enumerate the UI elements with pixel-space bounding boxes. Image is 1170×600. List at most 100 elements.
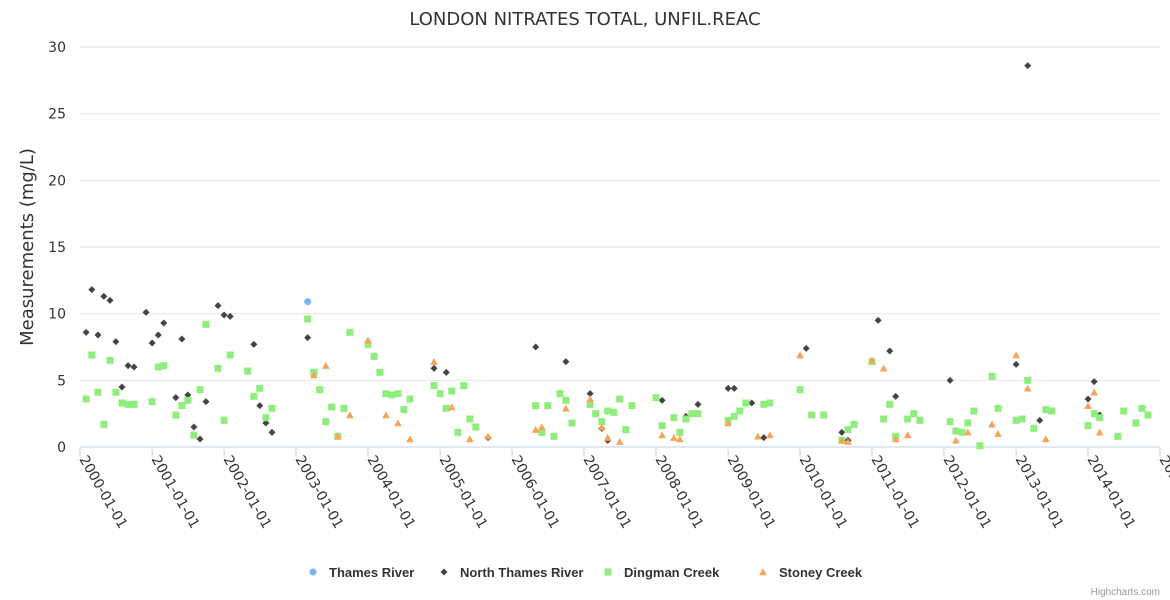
point-dingman-creek[interactable] xyxy=(118,399,126,407)
point-stoney-creek[interactable] xyxy=(586,395,594,403)
point-north-thames-river[interactable] xyxy=(658,396,666,404)
point-dingman-creek[interactable] xyxy=(880,415,888,423)
point-dingman-creek[interactable] xyxy=(100,420,108,428)
point-north-thames-river[interactable] xyxy=(1036,416,1044,424)
point-stoney-creek[interactable] xyxy=(676,435,684,443)
point-dingman-creek[interactable] xyxy=(730,412,738,420)
point-stoney-creek[interactable] xyxy=(334,432,342,440)
point-dingman-creek[interactable] xyxy=(1138,404,1146,412)
point-dingman-creek[interactable] xyxy=(652,394,660,402)
point-dingman-creek[interactable] xyxy=(946,418,954,426)
point-dingman-creek[interactable] xyxy=(556,390,564,398)
point-stoney-creek[interactable] xyxy=(538,423,546,431)
point-dingman-creek[interactable] xyxy=(88,351,96,359)
point-dingman-creek[interactable] xyxy=(94,388,102,396)
point-dingman-creek[interactable] xyxy=(406,395,414,403)
point-stoney-creek[interactable] xyxy=(484,432,492,440)
point-stoney-creek[interactable] xyxy=(1042,435,1050,443)
point-dingman-creek[interactable] xyxy=(268,404,276,412)
point-stoney-creek[interactable] xyxy=(382,411,390,419)
point-stoney-creek[interactable] xyxy=(754,432,762,440)
point-stoney-creek[interactable] xyxy=(1084,401,1092,409)
point-dingman-creek[interactable] xyxy=(262,414,270,422)
point-stoney-creek[interactable] xyxy=(597,423,606,431)
point-stoney-creek[interactable] xyxy=(309,371,318,379)
point-dingman-creek[interactable] xyxy=(658,422,666,430)
point-dingman-creek[interactable] xyxy=(394,390,402,398)
point-north-thames-river[interactable] xyxy=(802,344,810,352)
point-north-thames-river[interactable] xyxy=(184,391,192,399)
point-stoney-creek[interactable] xyxy=(1023,384,1032,392)
point-stoney-creek[interactable] xyxy=(406,435,414,443)
point-dingman-creek[interactable] xyxy=(550,432,558,440)
point-dingman-creek[interactable] xyxy=(448,387,456,395)
point-north-thames-river[interactable] xyxy=(256,402,264,410)
point-dingman-creek[interactable] xyxy=(304,315,312,323)
point-north-thames-river[interactable] xyxy=(148,339,156,347)
point-dingman-creek[interactable] xyxy=(850,420,858,428)
point-stoney-creek[interactable] xyxy=(994,429,1002,437)
point-stoney-creek[interactable] xyxy=(447,403,456,411)
point-dingman-creek[interactable] xyxy=(682,415,690,423)
point-dingman-creek[interactable] xyxy=(1114,432,1122,440)
point-stoney-creek[interactable] xyxy=(658,431,666,439)
point-stoney-creek[interactable] xyxy=(951,436,960,444)
legend-item-north-thames-river[interactable]: North Thames River xyxy=(440,565,584,580)
point-dingman-creek[interactable] xyxy=(670,414,678,422)
point-dingman-creek[interactable] xyxy=(886,400,894,408)
point-dingman-creek[interactable] xyxy=(988,372,996,380)
point-north-thames-river[interactable] xyxy=(214,302,222,310)
point-dingman-creek[interactable] xyxy=(1018,415,1026,423)
point-dingman-creek[interactable] xyxy=(742,399,750,407)
point-dingman-creek[interactable] xyxy=(952,427,960,435)
point-stoney-creek[interactable] xyxy=(322,361,330,369)
point-dingman-creek[interactable] xyxy=(1024,376,1032,384)
point-dingman-creek[interactable] xyxy=(244,367,252,375)
point-dingman-creek[interactable] xyxy=(436,390,444,398)
point-dingman-creek[interactable] xyxy=(994,404,1002,412)
point-dingman-creek[interactable] xyxy=(622,426,630,434)
point-dingman-creek[interactable] xyxy=(388,391,396,399)
point-stoney-creek[interactable] xyxy=(562,404,570,412)
point-dingman-creek[interactable] xyxy=(340,404,348,412)
point-north-thames-river[interactable] xyxy=(154,331,162,339)
point-dingman-creek[interactable] xyxy=(676,428,684,436)
point-dingman-creek[interactable] xyxy=(364,340,372,348)
point-north-thames-river[interactable] xyxy=(130,363,138,371)
point-north-thames-river[interactable] xyxy=(112,338,120,346)
point-stoney-creek[interactable] xyxy=(724,419,732,427)
point-dingman-creek[interactable] xyxy=(1042,406,1050,414)
point-dingman-creek[interactable] xyxy=(562,396,570,404)
point-dingman-creek[interactable] xyxy=(370,352,378,360)
point-north-thames-river[interactable] xyxy=(1090,378,1098,386)
point-dingman-creek[interactable] xyxy=(466,415,474,423)
point-north-thames-river[interactable] xyxy=(118,383,126,391)
point-stoney-creek[interactable] xyxy=(1012,351,1020,359)
point-dingman-creek[interactable] xyxy=(82,395,90,403)
point-dingman-creek[interactable] xyxy=(1096,414,1104,422)
point-north-thames-river[interactable] xyxy=(1012,360,1020,368)
point-stoney-creek[interactable] xyxy=(988,420,996,428)
point-north-thames-river[interactable] xyxy=(106,296,114,304)
point-north-thames-river[interactable] xyxy=(262,419,270,427)
point-stoney-creek[interactable] xyxy=(394,419,402,427)
point-dingman-creek[interactable] xyxy=(844,426,852,434)
point-north-thames-river[interactable] xyxy=(196,435,204,443)
point-stoney-creek[interactable] xyxy=(670,433,678,441)
point-north-thames-river[interactable] xyxy=(100,292,108,300)
point-stoney-creek[interactable] xyxy=(891,435,900,443)
point-dingman-creek[interactable] xyxy=(250,392,258,400)
point-north-thames-river[interactable] xyxy=(730,384,738,392)
point-north-thames-river[interactable] xyxy=(190,423,198,431)
point-north-thames-river[interactable] xyxy=(430,364,438,372)
point-dingman-creek[interactable] xyxy=(1144,411,1152,419)
point-dingman-creek[interactable] xyxy=(616,395,624,403)
point-north-thames-river[interactable] xyxy=(124,362,132,370)
point-dingman-creek[interactable] xyxy=(148,398,156,406)
point-dingman-creek[interactable] xyxy=(604,407,612,415)
point-stoney-creek[interactable] xyxy=(844,437,852,445)
point-dingman-creek[interactable] xyxy=(1132,419,1140,427)
point-stoney-creek[interactable] xyxy=(796,351,804,359)
point-stoney-creek[interactable] xyxy=(364,336,372,344)
point-dingman-creek[interactable] xyxy=(430,382,438,390)
